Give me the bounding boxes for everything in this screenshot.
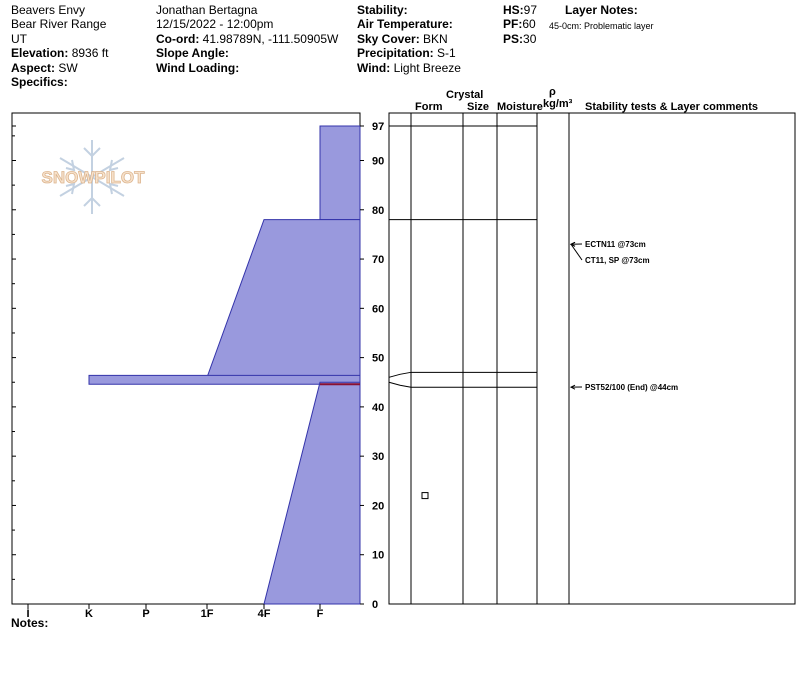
observation-datetime: 12/15/2022 - 12:00pm: [156, 17, 274, 31]
ps: PS:30: [503, 32, 536, 46]
hardness-profile: [88, 125, 361, 605]
hs-label: HS:: [503, 3, 524, 17]
pf-label: PF:: [503, 17, 523, 31]
sky-cover: Sky Cover: BKN: [357, 32, 448, 46]
hardness-tick-label: I: [26, 608, 29, 620]
form-header: Form: [415, 101, 443, 113]
layer-table-frame: [388, 112, 796, 605]
layer-boundaries: [388, 125, 537, 388]
rho-header: ρ: [549, 86, 556, 98]
depth-axis: 0 10 20 30 40 50 60 70 80 90 97: [12, 121, 384, 611]
slope-angle-label: Slope Angle:: [156, 46, 229, 60]
crystal-header: Crystal: [446, 89, 484, 101]
stability-label: Stability:: [357, 3, 408, 17]
hardness-tick-label: K: [85, 608, 93, 620]
depth-tick-label: 40: [372, 402, 384, 414]
arrow-icon: [569, 241, 576, 247]
grain-form-symbol: [421, 492, 429, 500]
layer-table: [388, 112, 796, 605]
snowpilot-logo: SNOWPILOT: [41, 140, 146, 214]
stability-test-label: ECTN11 @73cm: [585, 240, 646, 249]
moisture-header: Moisture: [497, 101, 543, 113]
hardness-tick-label: F: [317, 608, 324, 620]
wind-label: Wind:: [357, 61, 391, 75]
location-name: Beavers Envy: [11, 3, 86, 17]
coord-value: 41.98789N, -111.50905W: [202, 32, 339, 46]
wind-loading-label: Wind Loading:: [156, 61, 240, 75]
coordinates: Co-ord: 41.98789N, -111.50905W: [156, 32, 338, 46]
layer-connector: [388, 381, 412, 388]
precip-value: S-1: [437, 46, 456, 60]
wind: Wind: Light Breeze: [357, 61, 461, 75]
depth-tick-label: 80: [372, 205, 384, 217]
depth-tick-label: 60: [372, 303, 384, 315]
state-name: UT: [11, 32, 27, 46]
notes-label: Notes:: [11, 616, 49, 630]
specifics-label: Specifics:: [11, 75, 68, 89]
observer-name: Jonathan Bertagna: [156, 3, 258, 17]
profile-layer-4: [263, 381, 361, 605]
arrow-icon: [569, 384, 576, 390]
precipitation: Precipitation: S-1: [357, 46, 456, 60]
aspect-value: SW: [58, 61, 78, 75]
layer-notes-label: Layer Notes:: [565, 3, 638, 17]
layer-connector: [388, 371, 412, 378]
sky-label: Sky Cover:: [357, 32, 420, 46]
depth-tick-label: 10: [372, 550, 384, 562]
hardness-tick-label: 4F: [258, 608, 271, 620]
profile-layer-1: [319, 125, 361, 221]
ps-value: 30: [523, 32, 537, 46]
density-unit-header: kg/m³: [543, 98, 573, 110]
depth-tick-label: 0: [372, 599, 378, 611]
size-header: Size: [467, 101, 490, 113]
depth-tick-label: 30: [372, 451, 384, 463]
depth-tick-label: 70: [372, 254, 384, 266]
hardness-axis: I K P 1F 4F F: [26, 604, 324, 620]
aspect-label: Aspect:: [11, 61, 56, 75]
elevation: Elevation: 8936 ft: [11, 46, 108, 60]
wind-value: Light Breeze: [393, 61, 461, 75]
air-temperature-label: Air Temperature:: [357, 17, 453, 31]
pf: PF:60: [503, 17, 536, 31]
stability-test-label: CT11, SP @73cm: [585, 256, 650, 265]
coord-label: Co-ord:: [156, 32, 200, 46]
hardness-tick-label: P: [142, 608, 149, 620]
stability-test-label: PST52/100 (End) @44cm: [585, 383, 678, 392]
sky-value: BKN: [423, 32, 448, 46]
depth-tick-label: 90: [372, 155, 384, 167]
logo-text: SNOWPILOT: [42, 168, 146, 187]
elevation-value: 8936 ft: [71, 46, 109, 60]
layer-note: 45-0cm: Problematic layer: [549, 21, 654, 31]
depth-tick-label: 50: [372, 353, 384, 365]
snowflake-icon: [59, 140, 125, 214]
stability-tests-header: Stability tests & Layer comments: [585, 101, 759, 113]
hs-value: 97: [523, 3, 538, 17]
elevation-label: Elevation:: [11, 46, 69, 60]
aspect: Aspect: SW: [11, 61, 78, 75]
hs: HS:97: [503, 3, 537, 17]
ps-label: PS:: [503, 32, 524, 46]
precip-label: Precipitation:: [357, 46, 434, 60]
stability-tests: ECTN11 @73cm CT11, SP @73cm PST52/100 (End…: [569, 240, 678, 392]
hardness-tick-label: 1F: [201, 608, 214, 620]
stability-leader: [570, 243, 583, 261]
depth-tick-label: 97: [372, 121, 384, 133]
range-name: Bear River Range: [11, 17, 107, 31]
pf-value: 60: [522, 17, 536, 31]
depth-tick-label: 20: [372, 500, 384, 512]
profile-layer-2: [206, 219, 361, 378]
